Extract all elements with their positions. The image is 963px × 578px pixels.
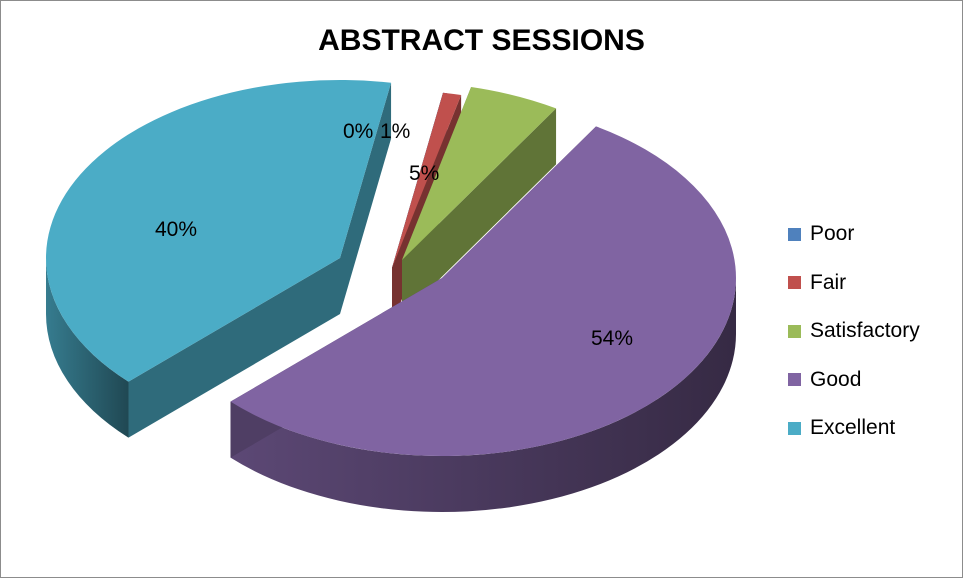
data-label-fair: 1% xyxy=(380,120,410,143)
pie-side-excellent xyxy=(46,258,129,438)
legend-item-good: Good xyxy=(788,356,958,405)
legend-item-poor: Poor xyxy=(788,210,958,259)
legend-swatch-excellent xyxy=(788,421,801,435)
legend-label-fair: Fair xyxy=(810,270,847,294)
chart-legend: Poor Fair Satisfactory Good Excellent xyxy=(788,210,958,453)
pie-slice-good xyxy=(230,126,736,456)
data-label-good: 54% xyxy=(591,327,633,350)
pie-slice-satisfactory xyxy=(402,86,557,261)
legend-label-good: Good xyxy=(810,367,862,391)
pie-slice-fair xyxy=(392,92,462,268)
legend-label-excellent: Excellent xyxy=(810,416,896,440)
data-label-satisfactory: 5% xyxy=(409,162,439,185)
legend-swatch-poor xyxy=(788,227,801,241)
legend-item-satisfactory: Satisfactory xyxy=(788,307,958,356)
legend-label-poor: Poor xyxy=(810,222,855,246)
pie-cut-excellent-1 xyxy=(340,82,392,314)
pie-cut-excellent-0 xyxy=(128,258,340,438)
data-label-excellent: 40% xyxy=(155,218,197,241)
pie-slice-excellent xyxy=(45,79,392,382)
data-label-poor: 0% xyxy=(343,120,373,143)
legend-swatch-satisfactory xyxy=(788,324,801,338)
legend-item-fair: Fair xyxy=(788,259,958,308)
pie-cut-satisfactory-1 xyxy=(402,108,557,316)
pie-side-good xyxy=(230,278,736,513)
legend-item-excellent: Excellent xyxy=(788,404,958,453)
legend-label-satisfactory: Satisfactory xyxy=(810,319,920,343)
legend-swatch-fair xyxy=(788,276,801,290)
chart-title: ABSTRACT SESSIONS xyxy=(318,24,645,57)
legend-swatch-good xyxy=(788,373,801,387)
